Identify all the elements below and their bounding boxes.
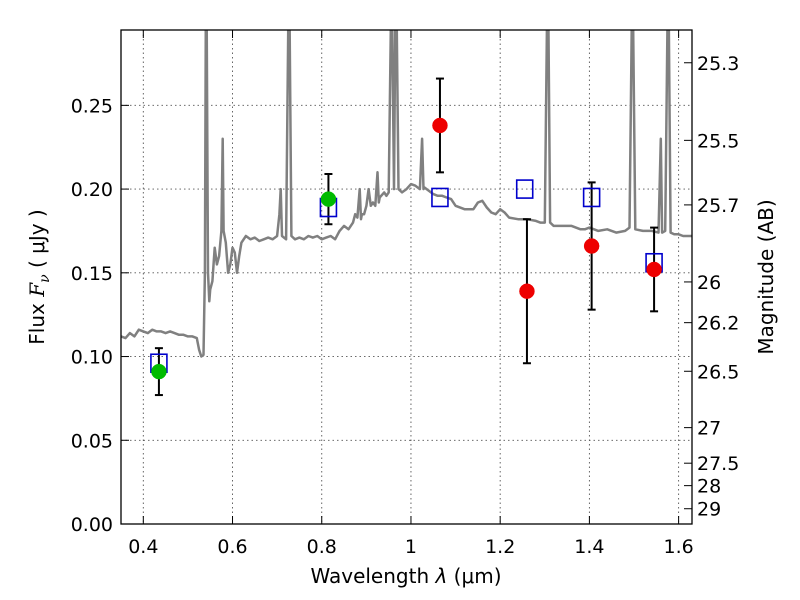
- x-tick-label: 0.8: [307, 536, 337, 558]
- template-spectrum-line: [121, 30, 692, 358]
- model-square-marker: [431, 187, 449, 208]
- ground-data-point: [151, 363, 167, 380]
- plot-frame: [120, 29, 693, 525]
- x-tick-label: 0.6: [217, 536, 247, 558]
- y-tick-label: 0.10: [71, 347, 113, 369]
- y-tick-label: 0.20: [71, 179, 113, 201]
- hst-data-point: [646, 261, 662, 278]
- magnitude-tick-label: 25.3: [697, 53, 739, 75]
- plot-background: [121, 30, 692, 524]
- magnitude-tick-label: 26: [697, 272, 721, 294]
- magnitude-tick-label: 26.2: [697, 313, 739, 335]
- ground-data-point: [320, 191, 337, 207]
- magnitude-tick-label: 29: [697, 499, 721, 521]
- magnitude-tick-label: 27.5: [697, 453, 739, 475]
- y-tick-label: 0.15: [71, 263, 113, 285]
- y-tick-label: 0.25: [71, 95, 113, 117]
- magnitude-tick-label: 28: [697, 476, 721, 498]
- y-tick-label: 0.00: [71, 514, 113, 536]
- magnitude-tick-label: 27: [697, 418, 721, 440]
- x-tick-label: 1.2: [485, 536, 515, 558]
- hst-data-point: [432, 117, 448, 134]
- x-tick-label: 1.6: [664, 536, 694, 558]
- x-tick-label: 1.4: [574, 536, 604, 558]
- y-tick-label: 0.05: [71, 430, 113, 452]
- tick-labels: 0.4 0.6 0.8 1 1.2 1.4 1.6 0.00 0.05 0.10 0.15 0.20 0…: [71, 53, 740, 558]
- magnitude-tick-label: 26.5: [697, 361, 739, 383]
- model-square-marker: [515, 179, 534, 199]
- x-tick-label: 1: [405, 536, 417, 558]
- magnitude-tick-label: 25.5: [697, 130, 739, 152]
- x-axis-label: Wavelength λ (μm): [310, 564, 501, 588]
- magnitude-tick-label: 25.7: [697, 195, 739, 217]
- hst-data-point: [583, 238, 600, 254]
- hst-data-point: [519, 283, 535, 299]
- y-axis-label: Flux Fν ( μJy ): [25, 209, 53, 344]
- x-tick-label: 0.4: [128, 536, 158, 558]
- axis-ticks: [121, 30, 692, 525]
- secondary-y-axis-label: Magnitude (AB): [754, 199, 778, 354]
- model-square-marker: [582, 187, 601, 208]
- data-markers: [150, 117, 663, 380]
